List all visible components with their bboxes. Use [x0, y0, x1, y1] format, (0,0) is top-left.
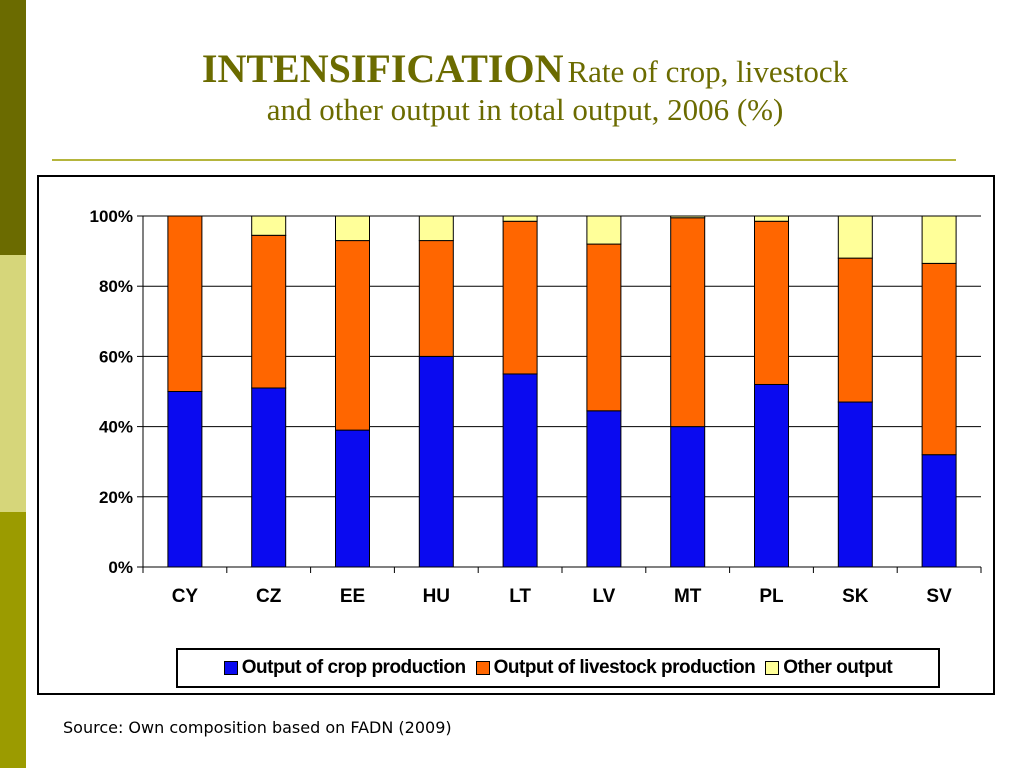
sidebar-block-mid	[0, 512, 26, 768]
bar-segment	[921, 215, 957, 264]
y-tick-label: 60%	[99, 347, 133, 366]
bar-segment	[335, 429, 370, 568]
bar-segment	[586, 410, 622, 568]
bar-segment	[335, 215, 370, 242]
x-tick-label: CY	[172, 586, 199, 607]
title-sub: Rate of crop, livestock	[567, 54, 849, 89]
x-tick-label: CZ	[256, 586, 282, 607]
bar-segment	[837, 257, 873, 403]
title-main: INTENSIFICATION	[201, 46, 564, 91]
bar-segment	[921, 262, 957, 456]
bar-segment	[418, 215, 454, 242]
bar-segment	[754, 383, 789, 568]
x-tick-label: SV	[926, 586, 952, 607]
sidebar-block-dark	[0, 0, 26, 255]
bar-segment	[670, 426, 706, 568]
bar-segment	[418, 355, 454, 568]
bar-segment	[754, 215, 789, 222]
legend-item-other: Other output	[765, 657, 893, 679]
y-tick-label: 0%	[108, 558, 133, 577]
bar-segment	[670, 217, 706, 428]
bar-segment	[251, 215, 287, 236]
bar-segment	[921, 454, 957, 568]
source-note: Source: Own composition based on FADN (2…	[63, 718, 452, 737]
legend-label-crop: Output of crop production	[241, 657, 466, 678]
legend-swatch-other	[765, 661, 780, 675]
chart-frame: 0% 20% 40% 60% 80% 100% CY CZ EE HU LT LV MT PL SK SV	[37, 175, 995, 695]
x-tick-label: SK	[842, 586, 869, 607]
bar-segment	[586, 215, 622, 245]
x-tick-label: LT	[509, 586, 531, 607]
legend-label-other: Other output	[783, 657, 893, 678]
bar-segment	[586, 243, 622, 412]
bar-segment	[670, 215, 706, 219]
bar-segment	[167, 215, 203, 392]
stacked-bar-chart: 0% 20% 40% 60% 80% 100% CY CZ EE HU LT LV MT PL SK SV	[90, 207, 982, 607]
chart-legend: Output of crop production Output of live…	[176, 648, 940, 688]
y-tick-label: 40%	[99, 418, 133, 437]
legend-label-livestock: Output of livestock production	[493, 657, 756, 678]
x-tick-label: EE	[340, 586, 365, 607]
bar-segment	[837, 215, 873, 259]
bar-segment	[418, 240, 454, 357]
bar-segment	[502, 215, 538, 222]
bar-segment	[837, 401, 873, 568]
title-divider	[52, 159, 956, 161]
legend-item-crop: Output of crop production	[223, 657, 466, 679]
bar-segment	[502, 373, 538, 568]
legend-swatch-livestock	[475, 661, 490, 675]
x-tick-label: MT	[674, 586, 702, 607]
bar-segment	[502, 220, 538, 375]
slide-title: INTENSIFICATION Rate of crop, livestock …	[60, 46, 990, 128]
x-tick-label: PL	[759, 586, 784, 607]
y-tick-label: 100%	[90, 207, 133, 226]
bar-segment	[251, 234, 287, 389]
bar-segment	[251, 387, 287, 568]
x-tick-label: LV	[592, 586, 615, 607]
y-tick-label: 20%	[99, 488, 133, 507]
y-tick-label: 80%	[99, 277, 133, 296]
sidebar-block-light	[0, 255, 26, 512]
x-tick-label: HU	[423, 586, 450, 607]
bar-segment	[335, 240, 370, 431]
bar-segment	[167, 391, 203, 568]
bar-segment	[754, 220, 789, 385]
legend-item-livestock: Output of livestock production	[475, 657, 756, 679]
legend-swatch-crop	[223, 661, 238, 675]
title-line2: and other output in total output, 2006 (…	[266, 92, 784, 127]
